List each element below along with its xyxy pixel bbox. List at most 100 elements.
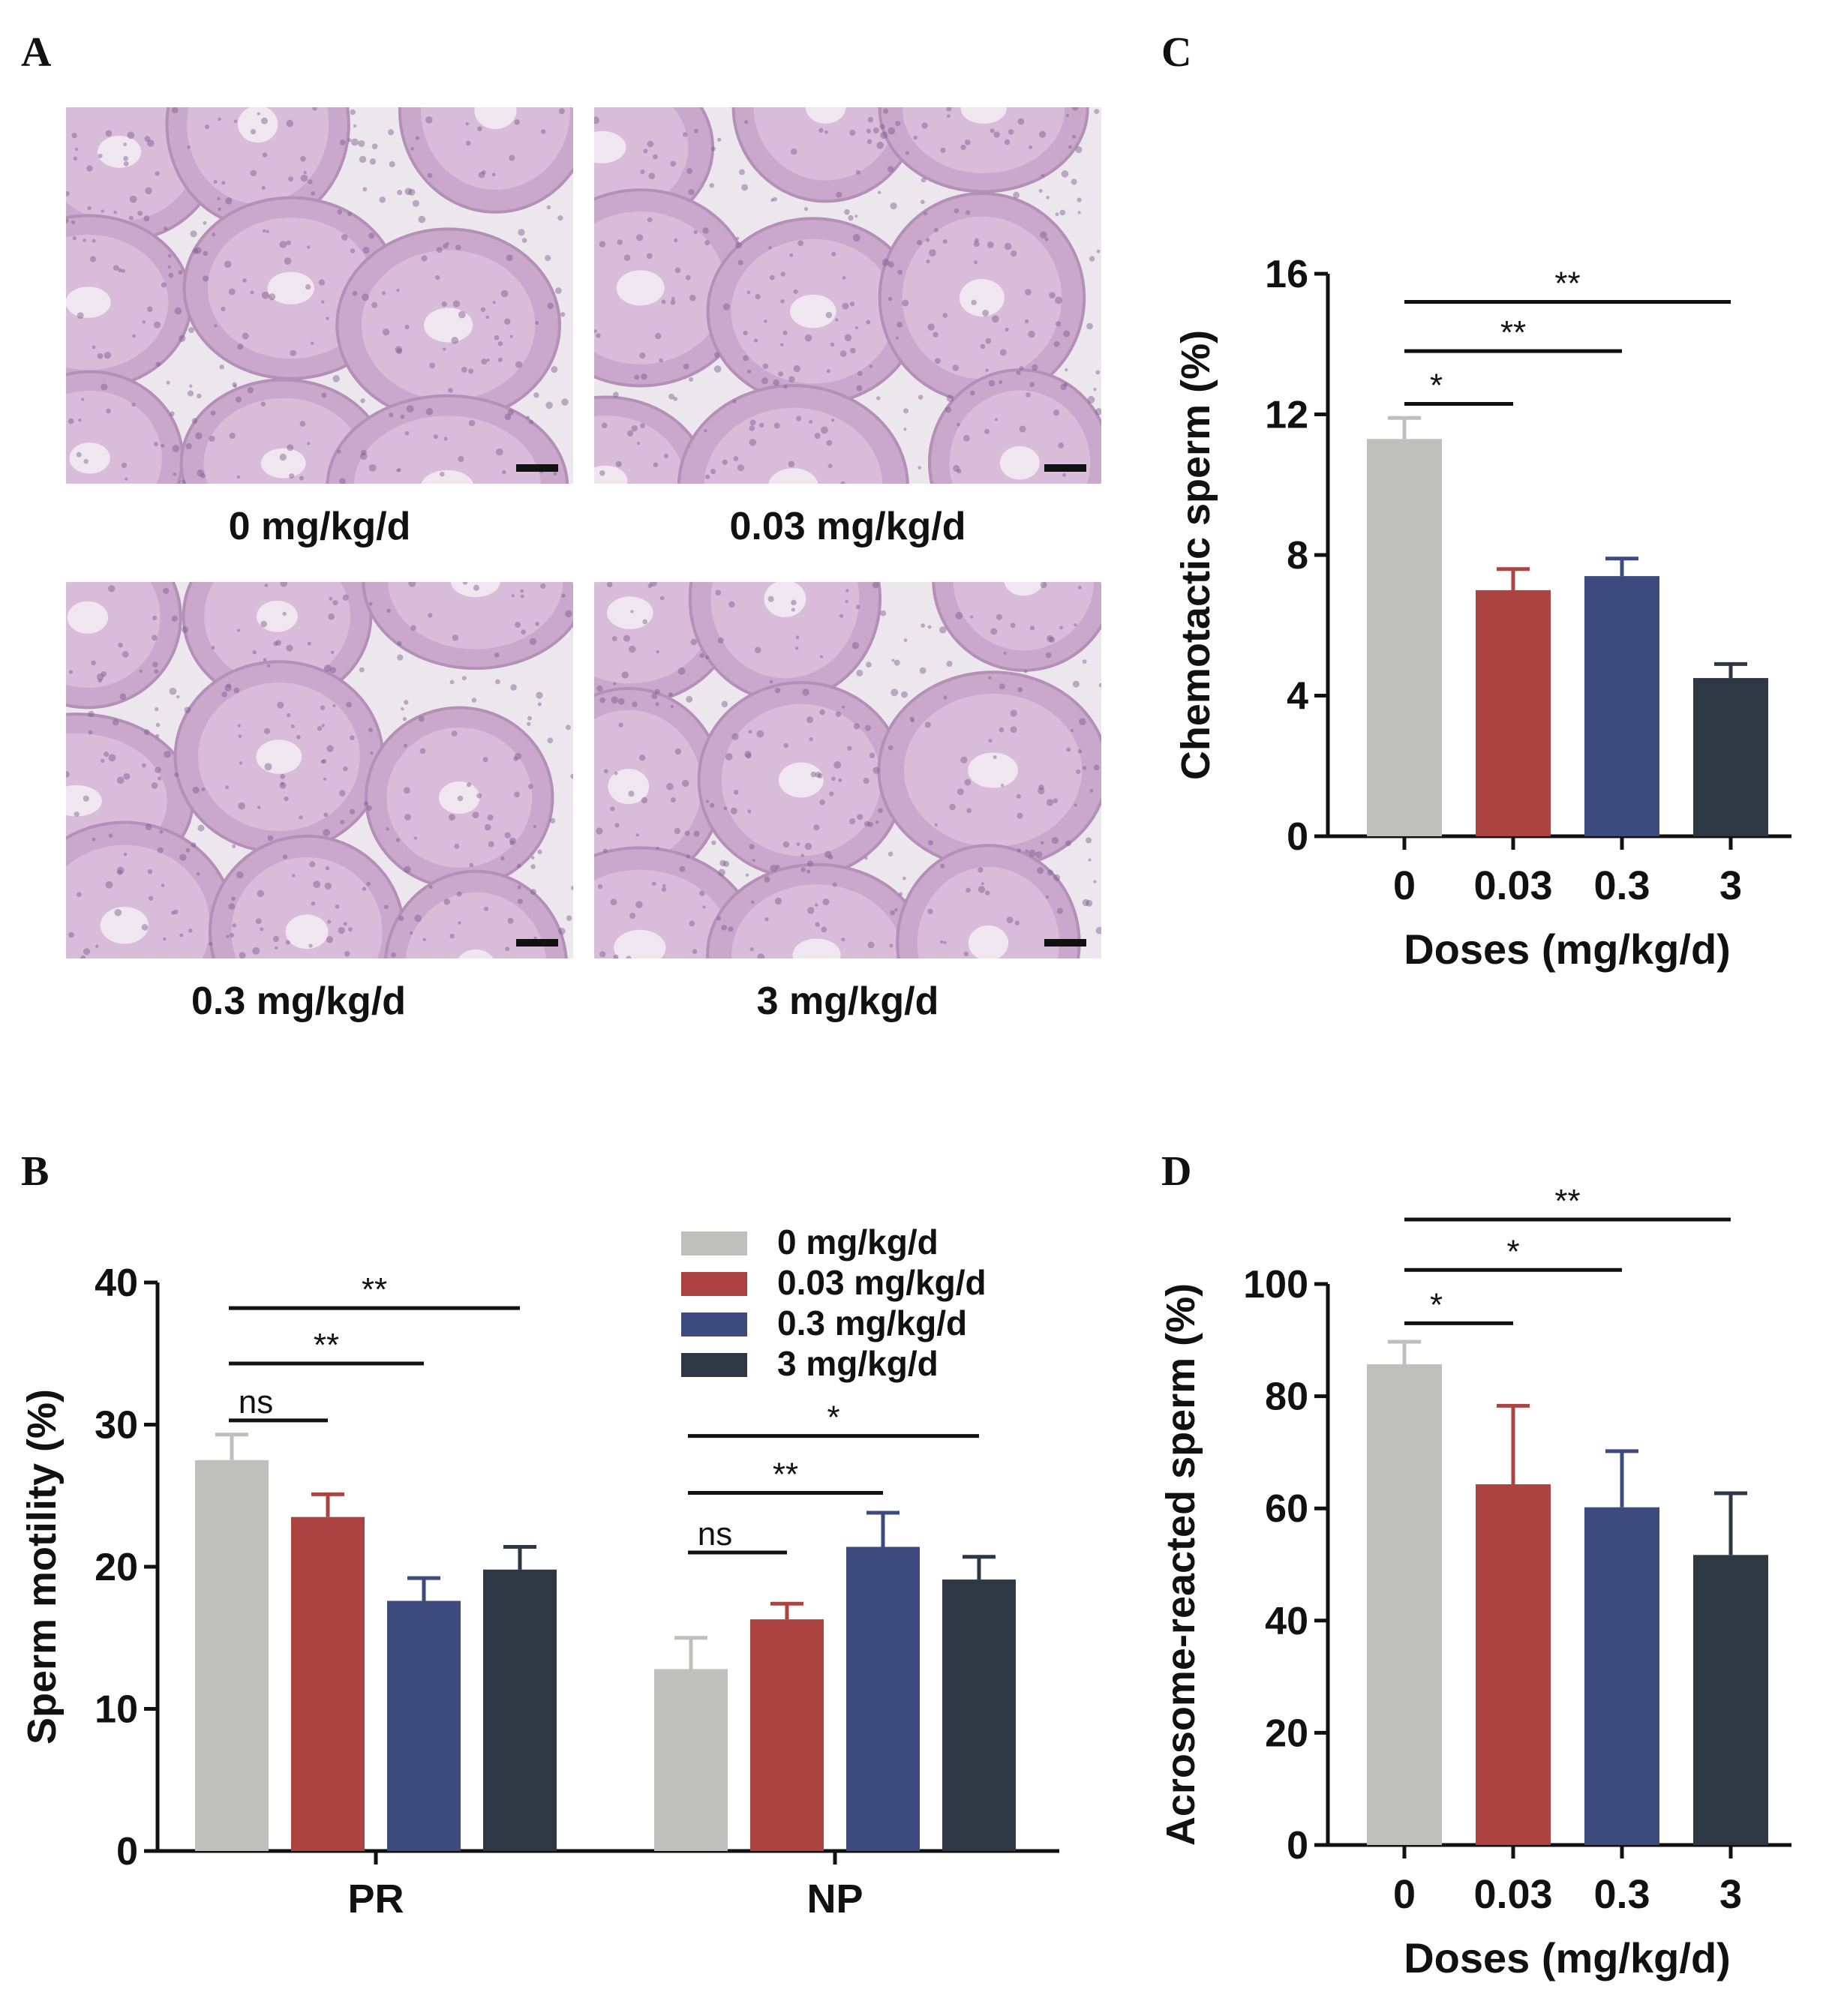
cell-nucleus — [821, 926, 827, 933]
cell-nucleus — [739, 169, 745, 176]
cell-nucleus — [105, 880, 113, 889]
cell-nucleus — [221, 181, 226, 185]
cell-nucleus — [943, 940, 947, 944]
cell-nucleus — [323, 664, 332, 672]
cell-nucleus — [770, 864, 778, 872]
cell-nucleus — [628, 790, 635, 797]
cell-nucleus — [741, 184, 748, 191]
tubule-lumen — [474, 107, 517, 130]
cell-nucleus — [428, 613, 433, 618]
cell-nucleus — [264, 763, 272, 771]
cell-nucleus — [210, 410, 216, 416]
cell-nucleus — [530, 856, 535, 860]
cell-nucleus — [990, 628, 998, 635]
y-tick-label: 0 — [116, 1830, 138, 1874]
cell-nucleus — [101, 383, 108, 391]
cell-nucleus — [232, 382, 237, 387]
cell-nucleus — [83, 948, 91, 956]
cell-nucleus — [902, 876, 906, 880]
cell-nucleus — [716, 916, 722, 921]
cell-nucleus — [994, 418, 998, 422]
cell-nucleus — [408, 582, 416, 587]
cell-nucleus — [176, 694, 180, 699]
significance-label: * — [827, 1400, 839, 1436]
legend-swatch — [681, 1353, 747, 1377]
cell-nucleus — [656, 650, 659, 654]
cell-nucleus — [732, 399, 737, 404]
cell-nucleus — [565, 724, 571, 730]
cell-nucleus — [733, 790, 739, 795]
cell-nucleus — [436, 247, 443, 254]
cell-nucleus — [290, 350, 296, 356]
cell-nucleus — [651, 693, 658, 700]
tubule-lumen — [450, 582, 500, 598]
cell-nucleus — [311, 901, 316, 906]
panel-label-c: C — [1161, 29, 1192, 76]
cell-nucleus — [839, 614, 844, 618]
cell-nucleus — [123, 852, 128, 856]
cell-nucleus — [443, 898, 451, 905]
cell-nucleus — [104, 352, 112, 359]
cell-nucleus — [358, 140, 365, 147]
cell-nucleus — [1011, 250, 1017, 257]
cell-nucleus — [370, 752, 374, 755]
micrograph-3 — [594, 582, 1101, 958]
cell-nucleus — [517, 863, 521, 868]
cell-nucleus — [285, 940, 290, 945]
cell-nucleus — [362, 886, 367, 891]
cell-nucleus — [683, 132, 688, 137]
cell-nucleus — [876, 142, 884, 149]
cell-nucleus — [641, 796, 648, 804]
cell-nucleus — [822, 898, 830, 906]
cell-nucleus — [684, 830, 690, 836]
cell-nucleus — [1038, 787, 1045, 795]
tubule-lumen — [256, 740, 302, 774]
x-axis-label: Doses (mg/kg/d) — [1404, 1934, 1731, 1982]
legend-label: 3 mg/kg/d — [777, 1344, 939, 1383]
tubule-epithelium — [421, 107, 570, 190]
cell-nucleus — [195, 432, 203, 440]
cell-nucleus — [462, 582, 468, 585]
bar — [654, 1669, 728, 1851]
cell-nucleus — [774, 687, 781, 694]
cell-nucleus — [796, 842, 800, 846]
cell-nucleus — [74, 147, 79, 152]
cell-nucleus — [855, 170, 860, 175]
cell-nucleus — [963, 434, 970, 442]
cell-nucleus — [162, 587, 170, 595]
cell-nucleus — [535, 622, 539, 626]
cell-nucleus — [743, 355, 749, 362]
cell-nucleus — [404, 430, 410, 436]
cell-nucleus — [925, 238, 930, 242]
cell-nucleus — [164, 226, 168, 231]
cell-nucleus — [662, 884, 666, 888]
cell-nucleus — [601, 422, 608, 429]
cell-nucleus — [819, 655, 824, 658]
cell-nucleus — [155, 362, 161, 367]
cell-nucleus — [769, 680, 773, 684]
cell-nucleus — [269, 293, 276, 301]
cell-nucleus — [788, 460, 795, 468]
cell-nucleus — [526, 416, 530, 420]
cell-nucleus — [728, 601, 735, 608]
cell-nucleus — [185, 848, 191, 853]
cell-nucleus — [545, 401, 554, 410]
cell-nucleus — [515, 622, 521, 628]
cell-nucleus — [263, 658, 267, 662]
cell-nucleus — [731, 733, 739, 740]
tubule-epithelium — [753, 107, 898, 181]
cell-nucleus — [239, 952, 246, 958]
cell-nucleus — [632, 701, 638, 707]
tissue-image — [66, 107, 573, 484]
cell-nucleus — [824, 130, 828, 134]
cell-nucleus — [497, 340, 503, 346]
cell-nucleus — [933, 332, 939, 338]
cell-nucleus — [887, 261, 894, 268]
cell-nucleus — [647, 140, 654, 148]
cell-nucleus — [864, 856, 868, 860]
cell-nucleus — [769, 274, 775, 280]
cell-nucleus — [1061, 170, 1069, 178]
tubule-lumen — [960, 107, 1007, 124]
cell-nucleus — [414, 914, 422, 922]
cell-nucleus — [1024, 319, 1029, 324]
